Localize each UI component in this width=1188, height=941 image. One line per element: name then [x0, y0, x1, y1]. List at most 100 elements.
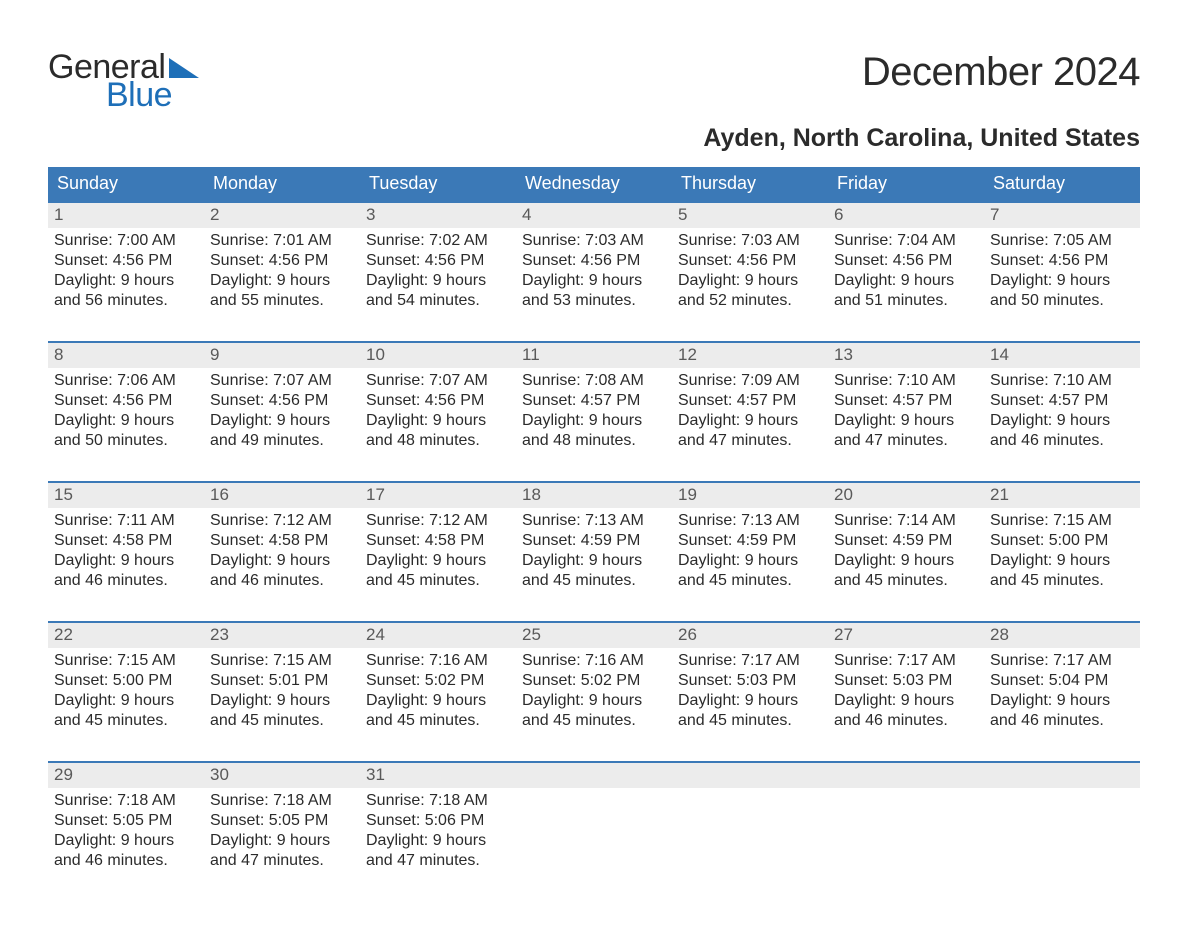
cell-body: Sunrise: 7:17 AMSunset: 5:03 PMDaylight:… [828, 648, 984, 761]
date-number: 16 [204, 481, 360, 508]
cell-body: Sunrise: 7:15 AMSunset: 5:00 PMDaylight:… [984, 508, 1140, 621]
calendar-cell: 5Sunrise: 7:03 AMSunset: 4:56 PMDaylight… [672, 201, 828, 341]
cell-body: Sunrise: 7:15 AMSunset: 5:00 PMDaylight:… [48, 648, 204, 761]
calendar-cell: 24Sunrise: 7:16 AMSunset: 5:02 PMDayligh… [360, 621, 516, 761]
cell-body: Sunrise: 7:01 AMSunset: 4:56 PMDaylight:… [204, 228, 360, 341]
date-number: 26 [672, 621, 828, 648]
cell-body: Sunrise: 7:12 AMSunset: 4:58 PMDaylight:… [204, 508, 360, 621]
date-number: 6 [828, 201, 984, 228]
day-header: Friday [828, 167, 984, 201]
calendar-cell: 10Sunrise: 7:07 AMSunset: 4:56 PMDayligh… [360, 341, 516, 481]
calendar-cell [984, 761, 1140, 901]
cell-body: Sunrise: 7:15 AMSunset: 5:01 PMDaylight:… [204, 648, 360, 761]
calendar-cell: 25Sunrise: 7:16 AMSunset: 5:02 PMDayligh… [516, 621, 672, 761]
date-number: 21 [984, 481, 1140, 508]
logo-word2: Blue [106, 78, 199, 112]
date-number: 27 [828, 621, 984, 648]
date-number [984, 761, 1140, 788]
cell-body: Sunrise: 7:13 AMSunset: 4:59 PMDaylight:… [672, 508, 828, 621]
calendar-cell [672, 761, 828, 901]
calendar-cell: 30Sunrise: 7:18 AMSunset: 5:05 PMDayligh… [204, 761, 360, 901]
logo: General Blue [48, 50, 199, 112]
day-header: Wednesday [516, 167, 672, 201]
cell-body: Sunrise: 7:17 AMSunset: 5:03 PMDaylight:… [672, 648, 828, 761]
cell-body: Sunrise: 7:04 AMSunset: 4:56 PMDaylight:… [828, 228, 984, 341]
date-number: 22 [48, 621, 204, 648]
cell-body: Sunrise: 7:06 AMSunset: 4:56 PMDaylight:… [48, 368, 204, 481]
cell-body: Sunrise: 7:07 AMSunset: 4:56 PMDaylight:… [204, 368, 360, 481]
calendar-cell: 19Sunrise: 7:13 AMSunset: 4:59 PMDayligh… [672, 481, 828, 621]
date-number: 19 [672, 481, 828, 508]
date-number: 10 [360, 341, 516, 368]
cell-body: Sunrise: 7:03 AMSunset: 4:56 PMDaylight:… [672, 228, 828, 341]
calendar-cell: 3Sunrise: 7:02 AMSunset: 4:56 PMDaylight… [360, 201, 516, 341]
month-title: December 2024 [862, 50, 1140, 95]
day-header: Sunday [48, 167, 204, 201]
date-number: 14 [984, 341, 1140, 368]
calendar-cell: 26Sunrise: 7:17 AMSunset: 5:03 PMDayligh… [672, 621, 828, 761]
cell-body: Sunrise: 7:03 AMSunset: 4:56 PMDaylight:… [516, 228, 672, 341]
cell-body: Sunrise: 7:16 AMSunset: 5:02 PMDaylight:… [360, 648, 516, 761]
day-header: Saturday [984, 167, 1140, 201]
calendar-cell: 4Sunrise: 7:03 AMSunset: 4:56 PMDaylight… [516, 201, 672, 341]
date-number: 3 [360, 201, 516, 228]
week-row: 1Sunrise: 7:00 AMSunset: 4:56 PMDaylight… [48, 201, 1140, 341]
calendar-cell: 15Sunrise: 7:11 AMSunset: 4:58 PMDayligh… [48, 481, 204, 621]
calendar-cell: 14Sunrise: 7:10 AMSunset: 4:57 PMDayligh… [984, 341, 1140, 481]
title-block: December 2024 [862, 50, 1140, 95]
date-number: 30 [204, 761, 360, 788]
date-number: 28 [984, 621, 1140, 648]
date-number: 31 [360, 761, 516, 788]
day-header: Thursday [672, 167, 828, 201]
calendar-cell: 1Sunrise: 7:00 AMSunset: 4:56 PMDaylight… [48, 201, 204, 341]
cell-body: Sunrise: 7:18 AMSunset: 5:06 PMDaylight:… [360, 788, 516, 901]
cell-body: Sunrise: 7:14 AMSunset: 4:59 PMDaylight:… [828, 508, 984, 621]
date-number: 11 [516, 341, 672, 368]
date-number: 9 [204, 341, 360, 368]
date-number: 20 [828, 481, 984, 508]
date-number: 7 [984, 201, 1140, 228]
cell-body: Sunrise: 7:11 AMSunset: 4:58 PMDaylight:… [48, 508, 204, 621]
calendar-cell: 28Sunrise: 7:17 AMSunset: 5:04 PMDayligh… [984, 621, 1140, 761]
week-row: 29Sunrise: 7:18 AMSunset: 5:05 PMDayligh… [48, 761, 1140, 901]
calendar-cell [828, 761, 984, 901]
calendar-cell: 11Sunrise: 7:08 AMSunset: 4:57 PMDayligh… [516, 341, 672, 481]
calendar-cell: 22Sunrise: 7:15 AMSunset: 5:00 PMDayligh… [48, 621, 204, 761]
header: General Blue December 2024 [48, 50, 1140, 112]
calendar-cell: 13Sunrise: 7:10 AMSunset: 4:57 PMDayligh… [828, 341, 984, 481]
logo-triangle-icon [169, 58, 199, 78]
date-number: 13 [828, 341, 984, 368]
calendar-cell: 27Sunrise: 7:17 AMSunset: 5:03 PMDayligh… [828, 621, 984, 761]
calendar-cell: 12Sunrise: 7:09 AMSunset: 4:57 PMDayligh… [672, 341, 828, 481]
cell-body: Sunrise: 7:10 AMSunset: 4:57 PMDaylight:… [984, 368, 1140, 481]
cell-body: Sunrise: 7:16 AMSunset: 5:02 PMDaylight:… [516, 648, 672, 761]
calendar-cell: 16Sunrise: 7:12 AMSunset: 4:58 PMDayligh… [204, 481, 360, 621]
calendar-cell: 6Sunrise: 7:04 AMSunset: 4:56 PMDaylight… [828, 201, 984, 341]
week-row: 15Sunrise: 7:11 AMSunset: 4:58 PMDayligh… [48, 481, 1140, 621]
cell-body: Sunrise: 7:18 AMSunset: 5:05 PMDaylight:… [48, 788, 204, 901]
date-number: 23 [204, 621, 360, 648]
calendar: SundayMondayTuesdayWednesdayThursdayFrid… [48, 167, 1140, 901]
calendar-cell: 23Sunrise: 7:15 AMSunset: 5:01 PMDayligh… [204, 621, 360, 761]
date-number [516, 761, 672, 788]
week-row: 8Sunrise: 7:06 AMSunset: 4:56 PMDaylight… [48, 341, 1140, 481]
date-number: 5 [672, 201, 828, 228]
date-number: 4 [516, 201, 672, 228]
date-number: 1 [48, 201, 204, 228]
cell-body: Sunrise: 7:12 AMSunset: 4:58 PMDaylight:… [360, 508, 516, 621]
location: Ayden, North Carolina, United States [48, 124, 1140, 153]
calendar-cell: 29Sunrise: 7:18 AMSunset: 5:05 PMDayligh… [48, 761, 204, 901]
calendar-cell: 31Sunrise: 7:18 AMSunset: 5:06 PMDayligh… [360, 761, 516, 901]
calendar-cell: 18Sunrise: 7:13 AMSunset: 4:59 PMDayligh… [516, 481, 672, 621]
date-number: 24 [360, 621, 516, 648]
calendar-cell: 21Sunrise: 7:15 AMSunset: 5:00 PMDayligh… [984, 481, 1140, 621]
date-number: 17 [360, 481, 516, 508]
date-number: 18 [516, 481, 672, 508]
calendar-cell: 7Sunrise: 7:05 AMSunset: 4:56 PMDaylight… [984, 201, 1140, 341]
week-row: 22Sunrise: 7:15 AMSunset: 5:00 PMDayligh… [48, 621, 1140, 761]
calendar-cell: 20Sunrise: 7:14 AMSunset: 4:59 PMDayligh… [828, 481, 984, 621]
calendar-cell: 9Sunrise: 7:07 AMSunset: 4:56 PMDaylight… [204, 341, 360, 481]
calendar-cell: 17Sunrise: 7:12 AMSunset: 4:58 PMDayligh… [360, 481, 516, 621]
date-number: 2 [204, 201, 360, 228]
calendar-cell [516, 761, 672, 901]
